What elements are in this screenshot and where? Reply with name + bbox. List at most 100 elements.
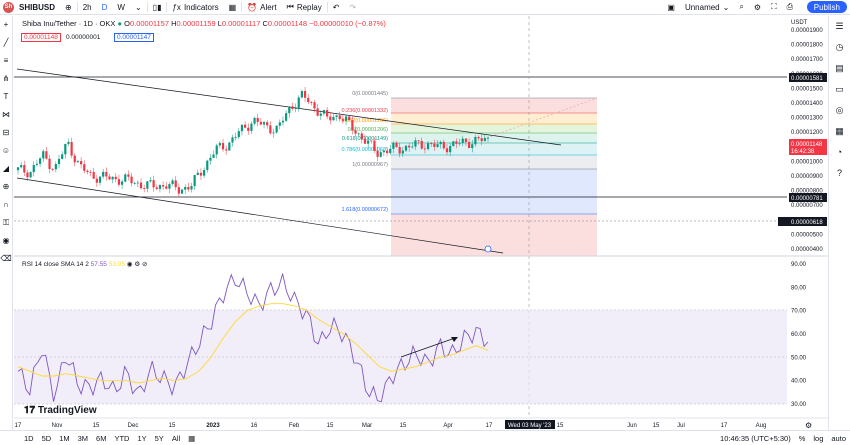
rsi-axis[interactable]: 90.00 80.00 70.00 60.00 50.00 40.00 30.00	[791, 262, 807, 408]
pitchfork-icon[interactable]: ⋔	[2, 74, 10, 83]
range-1d[interactable]: 1D	[24, 433, 34, 443]
timeframe-dropdown-icon[interactable]: ⌄	[134, 2, 142, 12]
snapshot-icon[interactable]: ⎙	[786, 2, 793, 11]
measure-icon[interactable]: ⊟	[2, 128, 10, 137]
range-6m[interactable]: 6M	[96, 433, 107, 443]
timeframe-w[interactable]: W	[117, 2, 125, 12]
range-3m[interactable]: 3M	[77, 433, 89, 443]
current-price-label-bg	[789, 139, 827, 155]
candle-body	[105, 171, 108, 177]
ruler-icon[interactable]: ◢	[2, 164, 10, 173]
search-icon[interactable]: ⌕	[739, 2, 744, 11]
candle-body	[439, 141, 442, 145]
log-toggle[interactable]: log	[813, 433, 824, 443]
percent-toggle[interactable]: %	[798, 433, 806, 443]
hline-tool-icon[interactable]: ≡	[3, 56, 9, 65]
candle-body	[458, 143, 461, 144]
candle-body	[423, 148, 427, 150]
dashed-label: 0.00000618	[791, 220, 823, 226]
rsi-legend[interactable]: RSI 14 close SMA 14 2 57.55 53.05 ◉ ⚙ ⊘	[22, 261, 148, 268]
go-to-date-icon[interactable]: ▦	[188, 433, 196, 443]
help-icon[interactable]: ?	[836, 168, 842, 178]
indicators-button[interactable]: ƒx Indicators	[172, 2, 219, 12]
candle-body	[184, 186, 187, 190]
settings-icon[interactable]: ⚙	[753, 2, 761, 12]
candle-body	[20, 165, 23, 168]
text-tool-icon[interactable]: T	[3, 92, 9, 101]
watchlist-icon[interactable]: ☰	[835, 21, 844, 31]
candle-body	[354, 130, 357, 134]
layout-icon[interactable]: ▣	[667, 2, 675, 12]
candle-body	[61, 154, 64, 159]
range-5y[interactable]: 5Y	[154, 433, 164, 443]
chat-icon[interactable]: ▭	[835, 84, 844, 94]
crosshair-icon[interactable]: +	[3, 20, 9, 29]
candle-body	[23, 165, 26, 173]
redo-icon[interactable]: ↷	[349, 2, 357, 12]
calendar-icon[interactable]: ▦	[835, 126, 844, 136]
trendline-lower[interactable]	[16, 177, 504, 254]
bid-price-box[interactable]: 0.00001148	[21, 33, 61, 42]
candle-body	[215, 145, 218, 155]
range-all[interactable]: All	[171, 433, 181, 443]
current-price-label: 0.00001148	[791, 142, 823, 148]
rsi-eye-icon[interactable]: ◉ ⚙ ⊘	[126, 261, 148, 268]
emoji-icon[interactable]: ☺	[1, 146, 11, 155]
candle-body	[206, 160, 209, 171]
range-ytd[interactable]: YTD	[114, 433, 130, 443]
candle-body	[237, 131, 240, 138]
auto-toggle[interactable]: auto	[831, 433, 846, 443]
fib-retracement[interactable]	[391, 97, 597, 256]
trendline-icon[interactable]: ╱	[3, 38, 9, 47]
range-1y[interactable]: 1Y	[137, 433, 147, 443]
alerts-clock-icon[interactable]: ◷	[835, 42, 844, 52]
axis-settings-icon[interactable]: ⚙	[805, 421, 812, 430]
ideas-icon[interactable]: ◎	[835, 105, 844, 115]
time-axis[interactable]: 17 Nov 15 Dec 15 2023 16 Feb 15 Mar 15 Apr 17 15 Jun 15…	[15, 423, 767, 429]
hline-bottom-label: 0.00000781	[791, 196, 823, 202]
candle-body	[262, 122, 266, 125]
clock[interactable]: 10:46:35 (UTC+5:30)	[720, 433, 791, 443]
ask-price-box[interactable]: 0.00001147	[114, 33, 154, 42]
price-tick-label: 0.00000900	[791, 174, 823, 180]
chart-type-icon[interactable]: ▯▮	[152, 2, 162, 12]
magnet-icon[interactable]: ∩	[3, 200, 9, 209]
crosshair-date: Wed 03 May '23	[508, 423, 552, 429]
data-window-icon[interactable]: ▤	[835, 63, 844, 73]
currency-label[interactable]: USDT	[791, 20, 808, 26]
candle-body	[70, 141, 73, 156]
trendline-projection[interactable]	[486, 97, 598, 139]
candle-body	[231, 137, 234, 143]
publish-button[interactable]: Publish	[806, 1, 847, 13]
eye-icon[interactable]: ◉	[2, 236, 10, 245]
fib-label-05: 0.5(0.00001206)	[348, 127, 389, 133]
timeframe-2h[interactable]: 2h	[82, 2, 92, 12]
undo-icon[interactable]: ↶	[332, 2, 340, 12]
alert-button[interactable]: ⏰ Alert	[247, 2, 277, 12]
pattern-icon[interactable]: ⋈	[2, 110, 10, 119]
templates-icon[interactable]: ▦	[228, 2, 237, 12]
symbol-legend[interactable]: Shiba Inu/Tether · 1D · OKX ● O0.0000115…	[22, 19, 386, 28]
event-marker-icon[interactable]	[484, 245, 492, 253]
candle-body	[124, 174, 127, 182]
lock-icon[interactable]: ⚿	[2, 218, 10, 227]
timeframe-d[interactable]: D	[101, 2, 108, 12]
notifications-icon[interactable]: ◔	[836, 147, 843, 157]
candle-body	[209, 157, 212, 161]
candle-body	[385, 150, 389, 154]
candle-body	[130, 176, 133, 184]
range-5d[interactable]: 5D	[41, 433, 52, 443]
trash-icon[interactable]: ⌫	[0, 254, 12, 263]
candle-body	[335, 115, 338, 117]
layout-name[interactable]: Unnamed ⌄	[684, 2, 730, 12]
zoom-icon[interactable]: ⊕	[2, 182, 10, 191]
rsi-arrow[interactable]	[400, 337, 458, 358]
range-1m[interactable]: 1M	[59, 433, 70, 443]
candle-body	[426, 143, 430, 150]
symbol-search[interactable]: SHIBUSD	[19, 2, 56, 12]
replay-button[interactable]: ⏮ Replay	[286, 2, 322, 12]
candle-body	[411, 146, 414, 148]
compare-plus-icon[interactable]: ⊕	[65, 2, 72, 12]
fullscreen-icon[interactable]: ⛶	[770, 2, 777, 11]
